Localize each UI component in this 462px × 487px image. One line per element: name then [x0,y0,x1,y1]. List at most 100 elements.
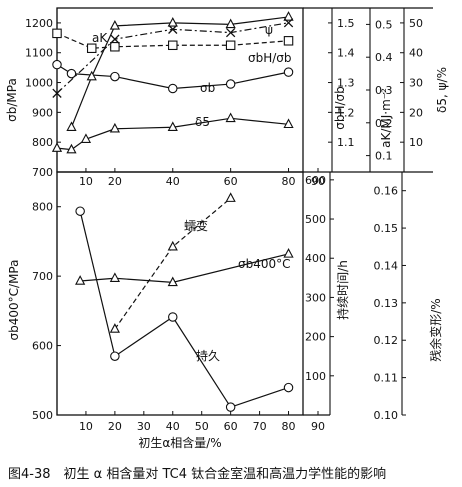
top-axis-sb-tick-label-1200: 1200 [25,17,53,30]
plots: 7008009001000110012001.11.21.31.41.50.10… [5,7,449,450]
top-axis-d-tick-label-50: 50 [409,17,423,30]
top-axis-ak-tick-label-0.4: 0.4 [375,51,393,64]
top-axis-sb-tick-label-900: 900 [32,106,53,119]
marker-ak-0 [52,88,62,98]
bottom-axis-s400-tick-label-600: 600 [32,340,53,353]
bottom-axis-s400-tick-label-500: 500 [32,409,53,422]
bottom-axis-creep-tick-label-0.10: 0.10 [374,409,399,422]
marker-life-0 [75,206,85,216]
bottom-axis-creep-tick-label-0.12: 0.12 [374,334,399,347]
bottom-axis-s400-tick-label-800: 800 [32,201,53,214]
marker-s400-2 [167,276,178,287]
top-axis-ratio-title: σbH/σb [333,86,347,130]
marker-d5-1 [66,143,77,154]
top-axis-ak-tick-label-0.3: 0.3 [375,84,393,97]
top-x-tick-label-20: 20 [108,175,122,188]
top-axis-sb-title: σb/MPa [5,78,19,122]
bottom-x-tick-label-80: 80 [282,420,296,433]
marker-life-3 [225,402,236,412]
marker-s400-3 [283,248,294,258]
top-axis-sb-tick-label-1100: 1100 [25,47,53,60]
bottom-axis-creep-title: 残余变形/% [428,298,443,361]
marker-ak-1 [110,34,120,44]
bottom-x-axis-title: 初生α相含量/% [138,435,221,450]
top-axis-sb-tick-label-700: 700 [32,166,53,179]
series-line-creep [114,197,232,330]
top-axis-d-tick-label-40: 40 [409,47,423,60]
marker-ratio-0 [52,28,62,39]
bottom-axis-creep-tick-label-0.14: 0.14 [374,259,399,272]
marker-d5-6 [283,118,294,129]
marker-creep-2 [225,192,236,202]
bottom-x-tick-label-90: 90 [311,420,325,433]
top-axis-ak-tick-label-0.2: 0.2 [375,117,393,130]
marker-psi-5 [283,11,294,21]
marker-sb-5 [283,67,294,77]
top-axis-sb-tick-label-1000: 1000 [25,77,53,90]
top-axis-d-title: δ5, ψ/% [435,67,449,113]
top-x-tick-label-10: 10 [79,175,93,188]
series-label-creep: 蠕变 [184,218,208,233]
marker-psi-1 [86,70,97,81]
top-axis-ratio-tick-label-1.4: 1.4 [337,47,355,60]
marker-sb-2 [110,71,120,82]
top-axis-d-tick-label-30: 30 [409,77,423,90]
bottom-x-tick-label-60: 60 [224,420,238,433]
marker-d5-5 [225,112,236,123]
marker-ratio-1 [86,43,97,54]
marker-ak-0-b [52,88,62,98]
bottom-x-tick-label-40: 40 [166,420,180,433]
series-label-life: 持久 [196,348,220,363]
marker-psi-0 [66,121,77,132]
marker-ak-4 [283,18,294,28]
marker-ratio-5 [283,36,294,46]
top-x-tick-label-60: 60 [224,175,238,188]
series-label-ak: aK [92,31,108,45]
bottom-axis-life-tick-label-600: 600 [305,174,326,187]
top-axis-d-tick-label-20: 20 [409,106,423,119]
top-axis-sb-tick-label-800: 800 [32,136,53,149]
marker-life-4 [283,382,294,393]
top-axis-ratio-tick-label-1.5: 1.5 [337,17,355,30]
marker-life-1 [110,351,120,361]
top-axis-ratio-tick-label-1.3: 1.3 [337,77,355,90]
marker-ak-2 [168,24,178,34]
marker-ratio-2 [110,42,120,52]
bottom-axis-s400-title: σb400°C/MPa [7,260,21,341]
marker-ak-3 [225,27,236,38]
bottom-axis-life-tick-label-500: 500 [305,213,326,226]
top-axis-ak-tick-label-0.1: 0.1 [375,150,393,163]
marker-psi-4 [225,18,236,29]
top-x-tick-label-80: 80 [282,175,296,188]
top-axis-ratio-tick-label-1.2: 1.2 [337,106,355,119]
marker-d5-0 [51,142,63,152]
bottom-axis-life-tick-label-400: 400 [305,252,326,265]
series-line-psi [70,16,289,128]
top-axis-d-tick-label-10: 10 [409,136,423,149]
bottom-x-tick-label-30: 30 [137,420,151,433]
marker-ak-2-b [168,24,178,34]
series-label-sb: σb [200,81,215,95]
marker-psi-3 [167,17,178,27]
marker-s400-1 [109,272,120,282]
top-x-tick-label-90: 90 [311,175,325,188]
bottom-x-tick-label-10: 10 [79,420,93,433]
marker-s400-0 [75,275,86,285]
marker-sb-3 [168,83,178,94]
marker-ak-4-b [283,18,294,28]
bottom-x-tick-label-70: 70 [253,420,267,433]
marker-creep-1 [167,240,178,251]
marker-ak-3-b [225,27,236,38]
series-label-s400: σb400°C [238,257,291,271]
bottom-x-tick-label-20: 20 [108,420,122,433]
marker-ratio-4 [225,40,236,51]
series-label-ratio: σbH/σb [248,51,292,65]
bottom-axis-creep-tick-label-0.15: 0.15 [374,222,399,235]
bottom-axis-life-tick-label-100: 100 [305,370,326,383]
marker-d5-3 [109,122,120,133]
top-x-tick-label-40: 40 [166,175,180,188]
bottom-axis-life-tick-label-300: 300 [305,291,326,304]
marker-d5-4 [167,121,178,132]
top-axis-ak-title: aK/MJ·m⁻² [379,88,393,148]
